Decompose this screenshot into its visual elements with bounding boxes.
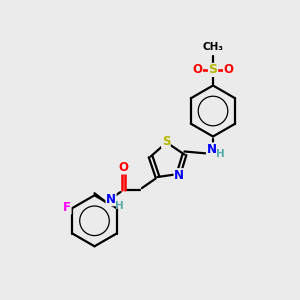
- Text: O: O: [224, 63, 234, 76]
- Text: H: H: [115, 201, 124, 211]
- Text: F: F: [63, 201, 71, 214]
- Text: S: S: [208, 63, 217, 76]
- Text: N: N: [206, 143, 217, 156]
- Text: O: O: [118, 161, 129, 174]
- Text: N: N: [106, 193, 116, 206]
- Text: CH₃: CH₃: [202, 43, 224, 52]
- Text: S: S: [162, 135, 170, 148]
- Text: H: H: [216, 149, 225, 159]
- Text: N: N: [174, 169, 184, 182]
- Text: O: O: [192, 63, 203, 76]
